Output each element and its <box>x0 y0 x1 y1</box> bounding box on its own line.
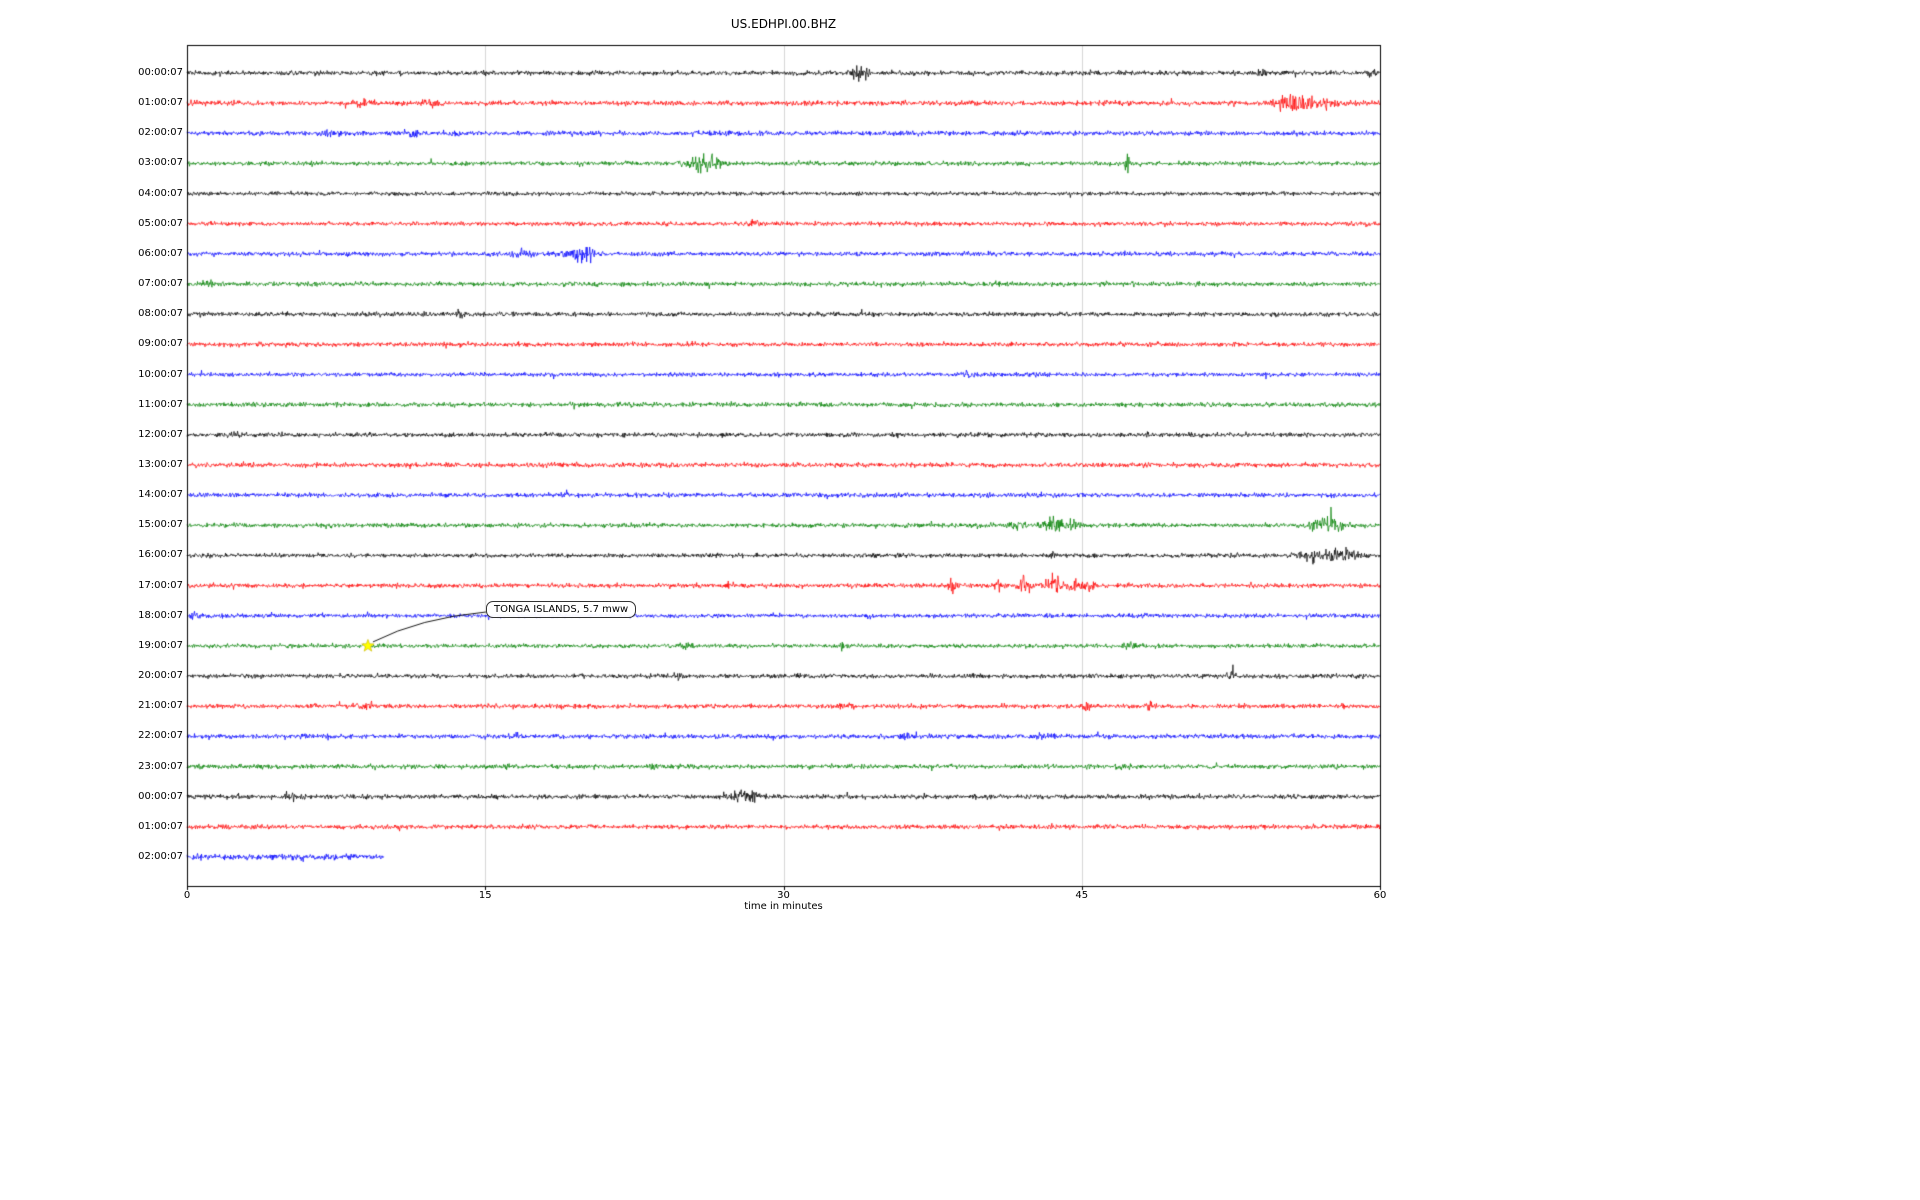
row-label: 23:00:07 <box>138 760 183 772</box>
row-label: 17:00:07 <box>138 579 183 591</box>
x-tick-label: 30 <box>777 890 790 901</box>
x-tick-label: 60 <box>1373 890 1387 901</box>
row-label: 05:00:07 <box>138 217 183 229</box>
row-label: 16:00:07 <box>138 549 183 561</box>
row-label: 19:00:07 <box>138 639 183 651</box>
row-label: 14:00:07 <box>138 489 183 501</box>
row-label: 01:00:07 <box>138 820 183 832</box>
row-label: 11:00:07 <box>138 398 183 410</box>
event-annotation: TONGA ISLANDS, 5.7 mww <box>486 601 637 618</box>
row-label: 00:00:07 <box>138 790 183 802</box>
row-label: 21:00:07 <box>138 700 183 712</box>
x-tick-label: 15 <box>478 890 492 901</box>
x-tick-label: 0 <box>183 890 191 901</box>
x-axis-label: time in minutes <box>744 901 823 912</box>
row-label: 18:00:07 <box>138 609 183 621</box>
row-label: 04:00:07 <box>138 187 183 199</box>
row-label: 09:00:07 <box>138 338 183 350</box>
row-label: 20:00:07 <box>138 670 183 682</box>
row-label: 10:00:07 <box>138 368 183 380</box>
row-label: 12:00:07 <box>138 428 183 440</box>
row-label: 02:00:07 <box>138 851 183 862</box>
row-label: 08:00:07 <box>138 308 183 320</box>
row-label: 06:00:07 <box>138 247 183 259</box>
row-label: 13:00:07 <box>138 459 183 470</box>
row-label: 01:00:07 <box>138 97 183 109</box>
row-label: 00:00:07 <box>138 67 183 78</box>
row-label: 15:00:07 <box>138 519 183 531</box>
row-label: 03:00:07 <box>138 157 183 169</box>
row-label: 02:00:07 <box>138 127 183 139</box>
row-label: 07:00:07 <box>138 278 183 290</box>
row-label: 22:00:07 <box>138 730 183 742</box>
x-tick-label: 45 <box>1075 890 1089 901</box>
chart-title: US.EDHPI.00.BHZ <box>730 17 837 31</box>
